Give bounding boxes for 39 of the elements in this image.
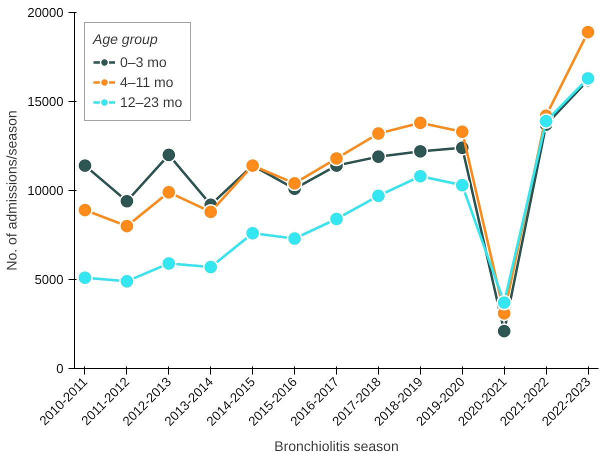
point (119, 193, 135, 209)
point (496, 323, 512, 339)
point (328, 150, 344, 166)
point (77, 270, 93, 286)
y-tick-label: 15000 (27, 94, 64, 109)
legend-title: Age group (93, 31, 159, 47)
legend-label: 0–3 mo (120, 54, 167, 70)
legend-label: 12–23 mo (120, 94, 182, 110)
point (119, 218, 135, 234)
point (77, 202, 93, 218)
point (412, 115, 428, 131)
y-tick-label: 20000 (27, 5, 64, 20)
point (119, 274, 135, 290)
x-axis-title: Bronchiolitis season (274, 438, 399, 454)
y-tick-label: 0 (56, 361, 64, 376)
y-tick-label: 10000 (27, 183, 64, 198)
point (286, 230, 302, 246)
point (77, 158, 93, 174)
point (580, 24, 596, 40)
y-axis-title: No. of admissions/season (3, 110, 20, 271)
point (454, 177, 470, 193)
point (244, 225, 260, 241)
point (538, 113, 554, 129)
point (286, 176, 302, 192)
legend-label: 4–11 mo (120, 74, 174, 90)
point (496, 294, 512, 310)
point (454, 124, 470, 140)
point (370, 126, 386, 142)
point (370, 188, 386, 204)
point (370, 148, 386, 164)
point (161, 147, 177, 163)
point (412, 168, 428, 184)
point (161, 184, 177, 200)
y-tick-label: 5000 (34, 272, 64, 287)
point (328, 211, 344, 227)
point (161, 256, 177, 272)
point (412, 144, 428, 160)
point (202, 259, 218, 275)
point (202, 204, 218, 220)
